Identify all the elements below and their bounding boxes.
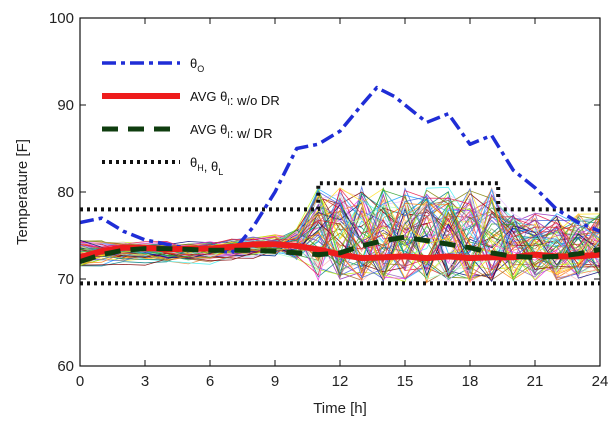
x-tick-label: 18 [462, 373, 479, 390]
legend-entry-theta-hl: θH, θL [190, 155, 223, 177]
y-tick-label: 60 [57, 358, 74, 375]
legend-entry-theta-o: θO [190, 56, 204, 74]
x-tick-label: 12 [332, 373, 349, 390]
legend: θO AVG θI: w/o DR AVG θI: w/ DR θH, θL [102, 56, 280, 177]
x-tick-label: 0 [76, 373, 84, 390]
series-line-avg-dr [80, 234, 600, 264]
legend-entry-avg-dr: AVG θI: w/ DR [190, 122, 272, 141]
x-tick-label: 3 [141, 373, 149, 390]
individual-trace [80, 199, 600, 284]
y-tick-label: 80 [57, 184, 74, 201]
series-line-theta-o [80, 85, 600, 255]
individual-trace [80, 189, 600, 268]
series-line-theta-h [80, 181, 600, 212]
individual-trace [80, 211, 600, 269]
y-tick-label: 70 [57, 271, 74, 288]
y-tick-label: 100 [49, 10, 74, 27]
x-axis-label: Time [h] [313, 400, 367, 417]
x-tick-label: 24 [592, 373, 609, 390]
y-axis-label: Temperature [F] [14, 139, 31, 245]
y-tick-label: 90 [57, 97, 74, 114]
plot-background [80, 18, 600, 366]
legend-entry-avg-no-dr: AVG θI: w/o DR [190, 89, 280, 108]
x-tick-label: 21 [527, 373, 544, 390]
series-layer [80, 85, 600, 286]
x-tick-label: 9 [271, 373, 279, 390]
axis-ticks: 0 3 6 9 12 15 18 21 24 60 70 80 90 100 [49, 10, 608, 390]
x-tick-label: 15 [397, 373, 414, 390]
x-tick-label: 6 [206, 373, 214, 390]
